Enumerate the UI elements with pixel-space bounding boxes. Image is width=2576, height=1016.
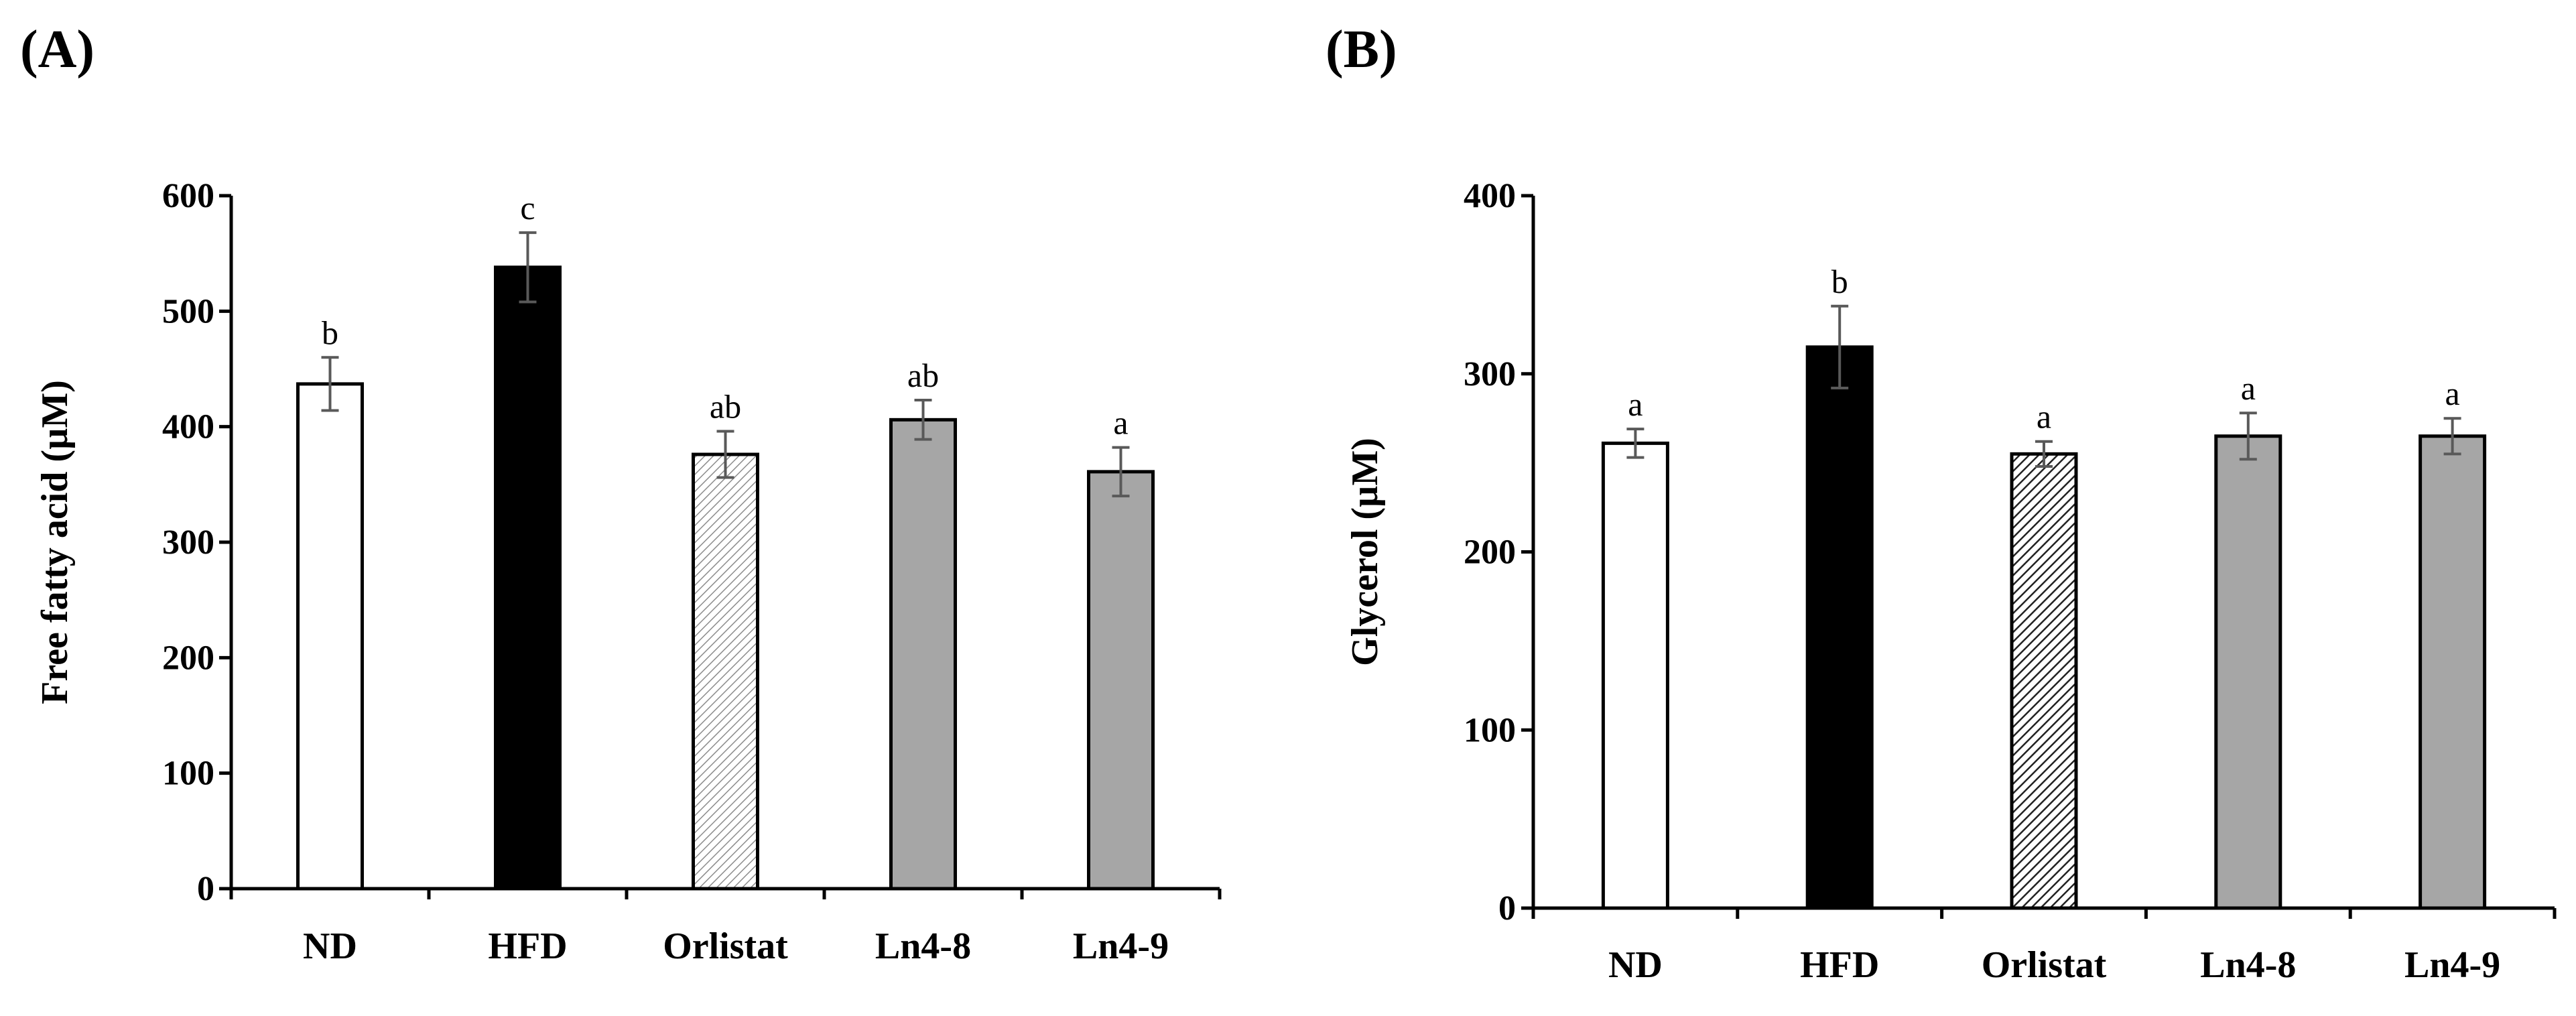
significance-letter: c [520, 189, 535, 227]
x-tick-label: HFD [1800, 944, 1879, 986]
significance-letter: a [1628, 385, 1643, 423]
significance-letter: a [2445, 375, 2459, 412]
x-tick-label: ND [303, 926, 357, 967]
significance-letter: ab [907, 357, 939, 394]
bar-ln4-9 [1087, 470, 1155, 891]
x-tick-label: Orlistat [663, 926, 788, 967]
y-axis-title: Glycerol (µM) [1344, 438, 1386, 666]
y-tick-label: 400 [162, 408, 214, 446]
x-tick-label: HFD [488, 926, 567, 967]
bar-ln4-8 [889, 418, 957, 891]
y-axis-title: Free fatty acid (µM) [34, 380, 76, 704]
y-tick-label: 300 [162, 523, 214, 562]
bar-nd [1601, 441, 1669, 910]
significance-letter: b [1831, 263, 1848, 300]
significance-letter: b [322, 314, 338, 351]
significance-letter: a [2241, 369, 2256, 407]
bar-hfd [1805, 345, 1874, 910]
significance-letter: ab [710, 388, 741, 426]
bar-orlistat [2010, 452, 2078, 910]
panel-label: (A) [20, 20, 94, 79]
x-tick-label: Orlistat [1982, 944, 2107, 986]
bar-orlistat [692, 452, 759, 891]
bar-ln4-9 [2419, 434, 2487, 910]
x-tick-label: Ln4-8 [875, 926, 971, 967]
y-tick-label: 100 [1464, 711, 1516, 749]
bar-ln4-8 [2214, 434, 2282, 910]
y-tick-label: 500 [162, 292, 214, 330]
bar-hfd [494, 265, 562, 891]
y-tick-label: 600 [162, 177, 214, 215]
y-tick-label: 200 [1464, 533, 1516, 572]
bar-nd [296, 382, 364, 891]
y-tick-label: 400 [1464, 177, 1516, 215]
y-tick-label: 100 [162, 755, 214, 793]
x-tick-label: Ln4-8 [2200, 944, 2296, 986]
y-tick-label: 300 [1464, 355, 1516, 393]
y-tick-label: 0 [197, 870, 214, 908]
significance-letter: a [2037, 398, 2051, 436]
significance-letter: a [1113, 404, 1128, 442]
y-tick-label: 200 [162, 639, 214, 677]
chart-panel-a: (A) 0 100 200 300 400 500 600 Free fatty acid (µ… [20, 20, 1222, 967]
x-tick-label: ND [1608, 944, 1663, 986]
x-tick-label: Ln4-9 [1073, 926, 1169, 967]
y-tick-label: 0 [1498, 889, 1516, 928]
chart-panel-b: (B) 0 100 200 300 400 Glycerol (µM) a ND b HFD a Orl… [1326, 20, 2557, 986]
x-tick-label: Ln4-9 [2404, 944, 2500, 986]
panel-label: (B) [1326, 20, 1397, 79]
